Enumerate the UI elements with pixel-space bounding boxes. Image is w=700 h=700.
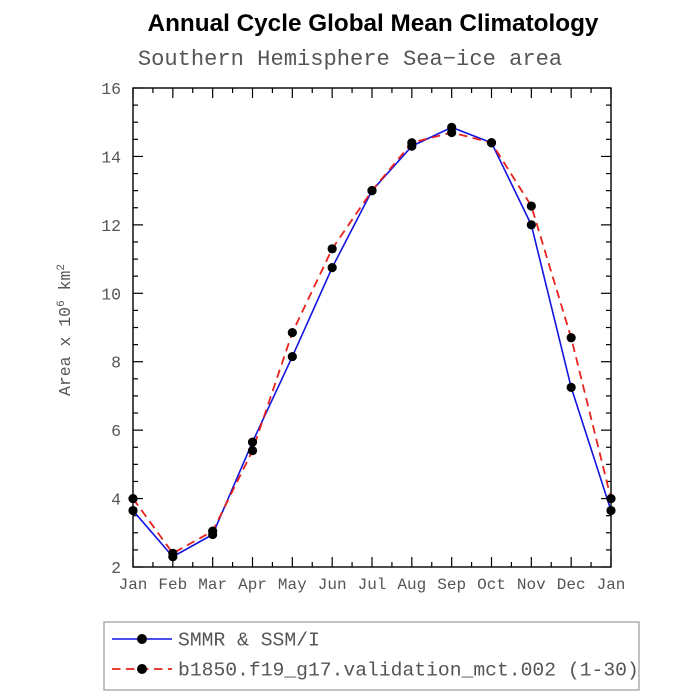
svg-text:Feb: Feb bbox=[158, 576, 187, 594]
svg-text:Jan: Jan bbox=[597, 576, 626, 594]
svg-text:Dec: Dec bbox=[557, 576, 586, 594]
svg-text:May: May bbox=[278, 576, 307, 594]
svg-text:14: 14 bbox=[101, 148, 121, 167]
svg-text:Jul: Jul bbox=[358, 576, 387, 594]
svg-text:SMMR & SSM/I: SMMR & SSM/I bbox=[178, 630, 320, 652]
svg-text:Mar: Mar bbox=[198, 576, 227, 594]
svg-text:Jan: Jan bbox=[119, 576, 148, 594]
svg-text:Apr: Apr bbox=[238, 576, 267, 594]
svg-text:b1850.f19_g17.validation_mct.0: b1850.f19_g17.validation_mct.002 (1-30) bbox=[178, 660, 639, 682]
svg-text:Nov: Nov bbox=[517, 576, 546, 594]
svg-text:12: 12 bbox=[101, 217, 121, 236]
svg-text:Aug: Aug bbox=[397, 576, 426, 594]
svg-text:16: 16 bbox=[101, 80, 121, 99]
svg-text:4: 4 bbox=[111, 491, 121, 510]
svg-text:Annual Cycle Global Mean Clima: Annual Cycle Global Mean Climatology bbox=[148, 10, 599, 37]
svg-text:Sep: Sep bbox=[437, 576, 466, 594]
svg-text:Area x 106 km2: Area x 106 km2 bbox=[56, 264, 75, 396]
svg-text:8: 8 bbox=[111, 354, 121, 373]
svg-text:6: 6 bbox=[111, 422, 121, 441]
svg-text:Southern Hemisphere Sea−ice ar: Southern Hemisphere Sea−ice area bbox=[138, 47, 562, 72]
svg-text:Jun: Jun bbox=[318, 576, 347, 594]
svg-text:10: 10 bbox=[101, 285, 121, 304]
svg-text:Oct: Oct bbox=[477, 576, 506, 594]
